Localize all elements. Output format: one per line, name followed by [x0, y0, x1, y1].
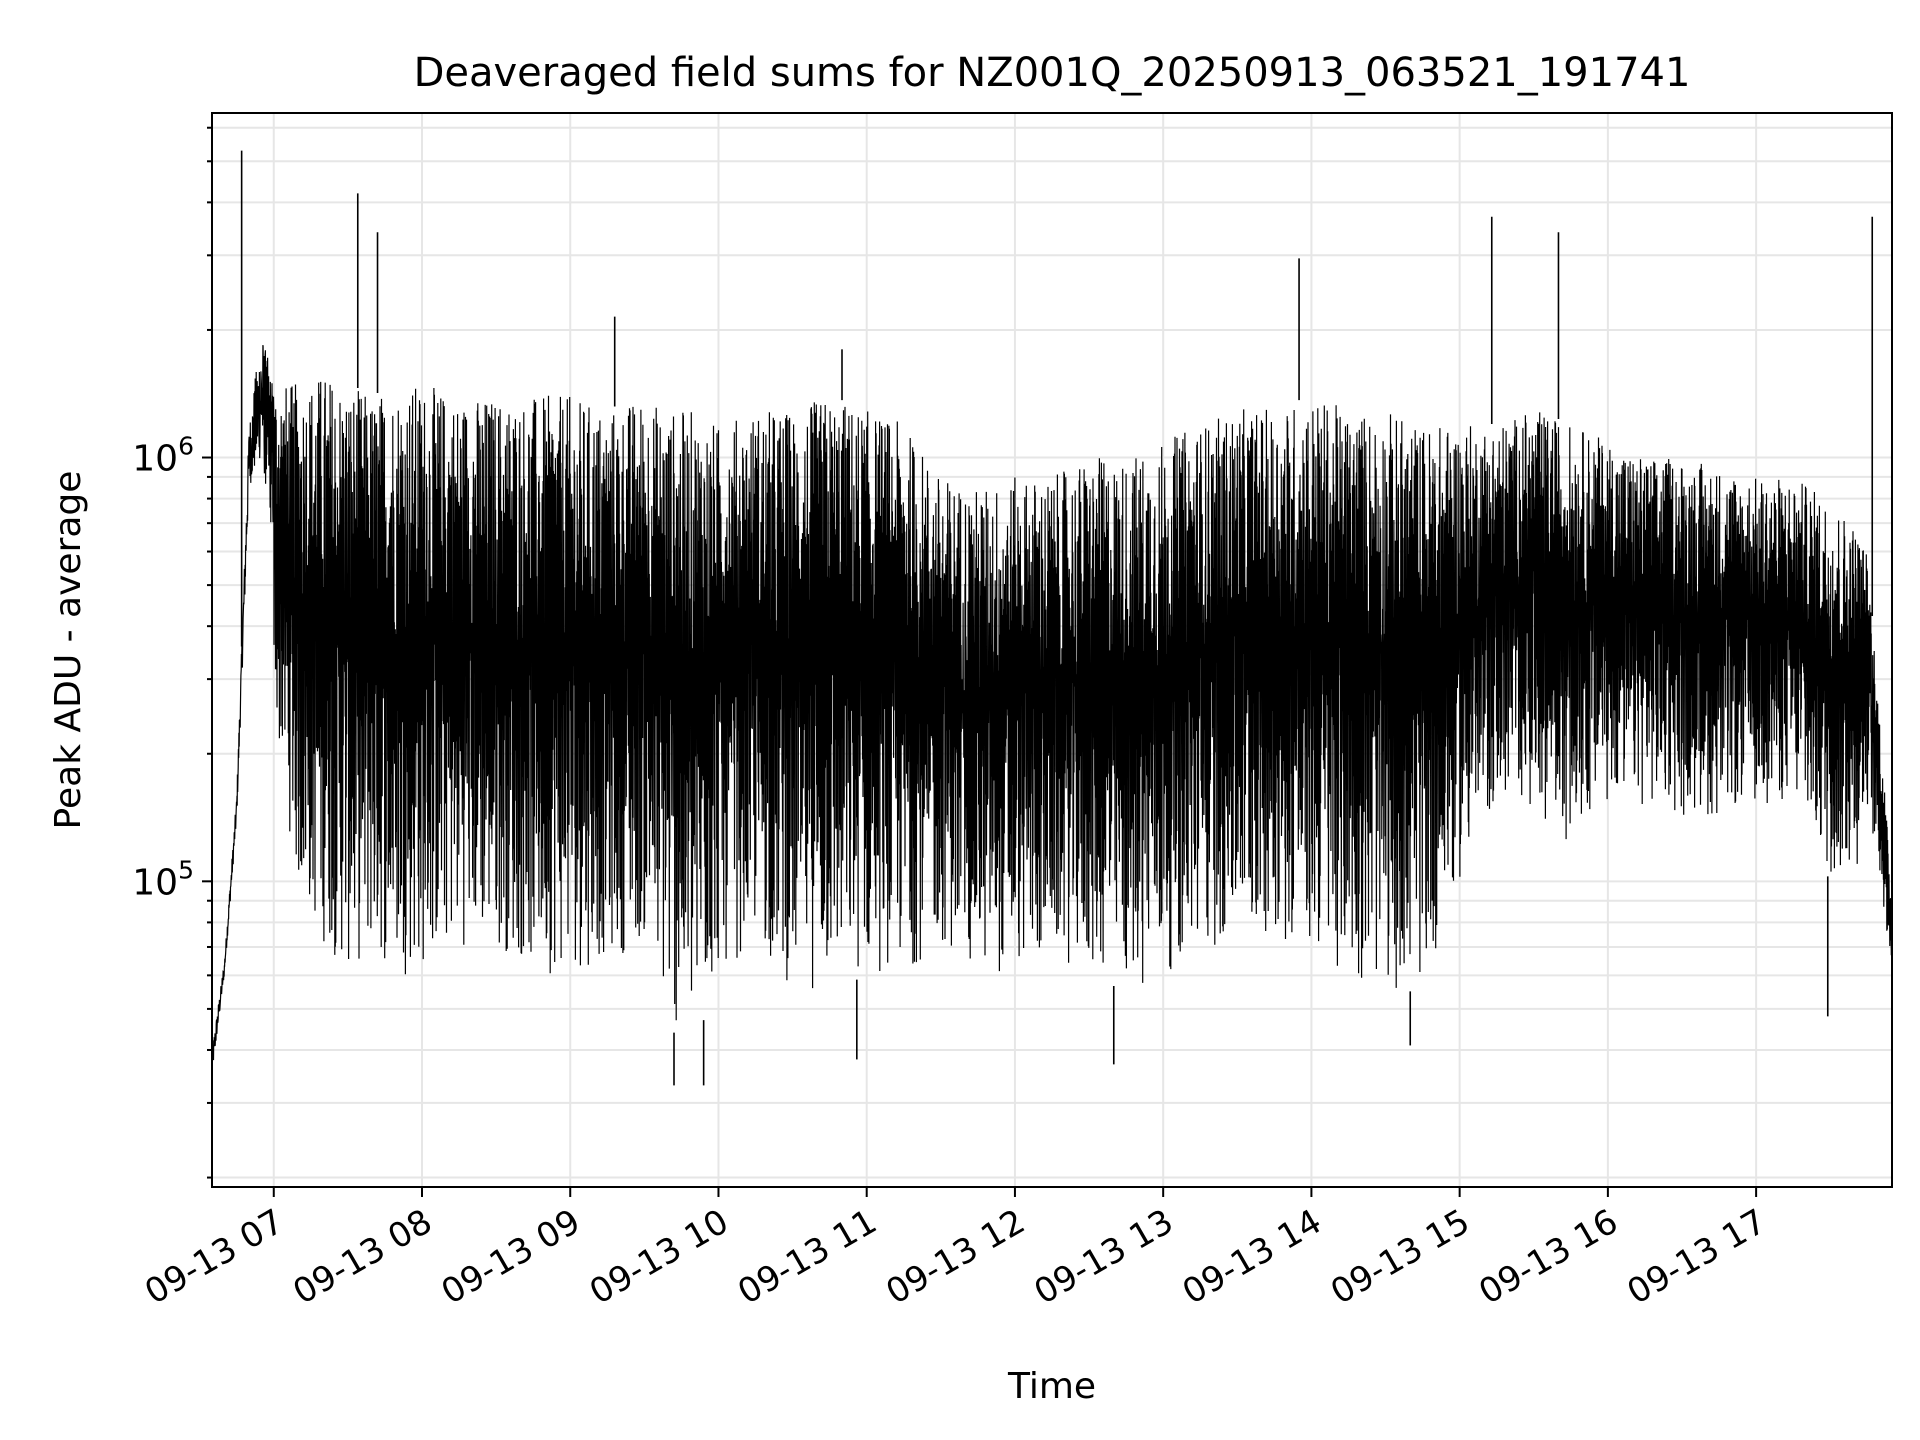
y-tick-base: 10: [132, 862, 178, 903]
y-tick-exponent: 5: [178, 855, 194, 884]
chart-title: Deaveraged field sums for NZ001Q_2025091…: [414, 50, 1691, 96]
y-tick-label: 105: [132, 855, 194, 903]
y-axis-label: Peak ADU - average: [48, 471, 89, 830]
y-tick-exponent: 6: [178, 432, 194, 461]
data-series: [211, 150, 1893, 1086]
series-line: [211, 345, 1893, 1067]
x-axis-label: Time: [1007, 1366, 1096, 1407]
plot-frame: [211, 112, 1893, 1188]
y-tick-label: 106: [132, 432, 194, 480]
y-tick-base: 10: [132, 439, 178, 480]
